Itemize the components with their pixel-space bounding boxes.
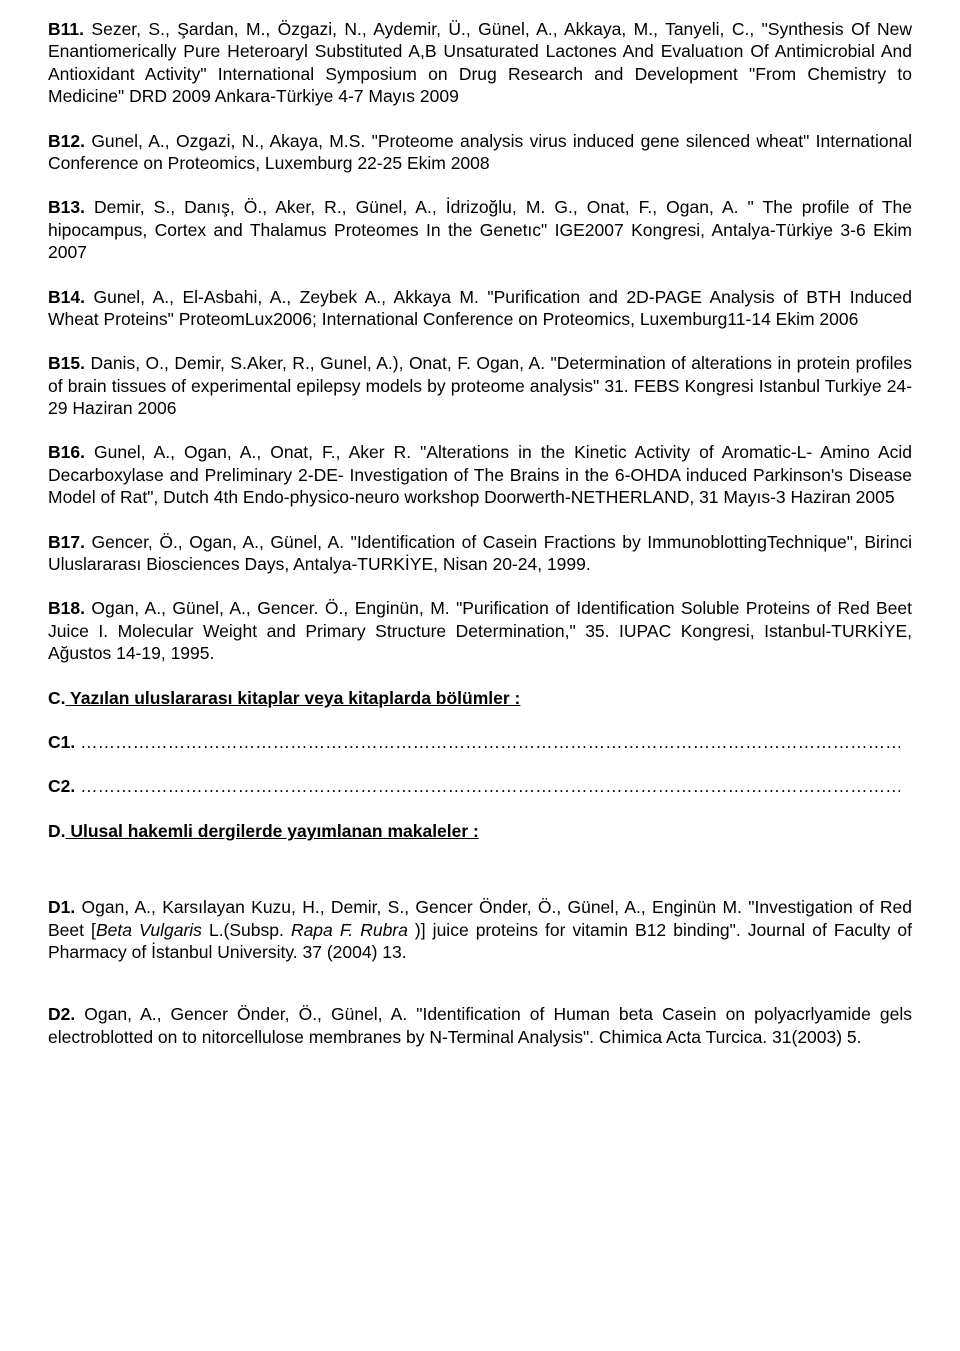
entry-b15: B15. Danis, O., Demir, S.Aker, R., Gunel… (48, 352, 912, 419)
entry-b18: B18. Ogan, A., Günel, A., Gencer. Ö., En… (48, 597, 912, 664)
entry-d2-label: D2. (48, 1004, 75, 1024)
entry-b13-text: Demir, S., Danış, Ö., Aker, R., Günel, A… (48, 197, 912, 262)
entry-b14-label: B14. (48, 287, 85, 307)
entry-b18-label: B18. (48, 598, 85, 618)
entry-b17: B17. Gencer, Ö., Ogan, A., Günel, A. "Id… (48, 531, 912, 576)
entry-b11: B11. Sezer, S., Şardan, M., Özgazi, N., … (48, 18, 912, 108)
entry-b16: B16. Gunel, A., Ogan, A., Onat, F., Aker… (48, 441, 912, 508)
entry-b12-text: Gunel, A., Ozgazi, N., Akaya, M.S. "Prot… (48, 131, 912, 173)
entry-b13: B13. Demir, S., Danış, Ö., Aker, R., Gün… (48, 196, 912, 263)
entry-d1-label: D1. (48, 897, 75, 917)
entry-d1-i3: Rubra (360, 920, 408, 940)
entry-b14: B14. Gunel, A., El-Asbahi, A., Zeybek A.… (48, 286, 912, 331)
entry-d2-text: Ogan, A., Gencer Önder, Ö., Günel, A. "I… (48, 1004, 912, 1046)
entry-b17-text: Gencer, Ö., Ogan, A., Günel, A. "Identif… (48, 532, 912, 574)
section-c-heading: C. Yazılan uluslararası kitaplar veya ki… (48, 687, 912, 709)
entry-c1-dots: …………………………………………………………………………………………………………… (80, 731, 900, 753)
entry-b12: B12. Gunel, A., Ozgazi, N., Akaya, M.S. … (48, 130, 912, 175)
section-c-label: C. (48, 688, 66, 708)
entry-d1-i1: Beta Vulgaris (96, 920, 202, 940)
entry-d1-i2: Rapa F. (291, 920, 353, 940)
entry-b13-label: B13. (48, 197, 85, 217)
section-d-heading: D. Ulusal hakemli dergilerde yayımlanan … (48, 820, 912, 842)
entry-c1: C1. ………………………………………………………………………………………………… (48, 731, 912, 753)
entry-c2-dots: …………………………………………………………………………………………………………… (80, 775, 900, 797)
entry-d1-p2: L.(Subsp. (202, 920, 291, 940)
section-d-label: D. (48, 821, 66, 841)
section-c-title: Yazılan uluslararası kitaplar veya kitap… (66, 688, 521, 708)
entry-b11-label: B11. (48, 19, 84, 39)
entry-b11-text: Sezer, S., Şardan, M., Özgazi, N., Aydem… (48, 19, 912, 106)
entry-c2: C2. ………………………………………………………………………………………………… (48, 775, 912, 797)
entry-d1: D1. Ogan, A., Karsılayan Kuzu, H., Demir… (48, 896, 912, 963)
entry-c1-label: C1. (48, 732, 75, 752)
section-d-title: Ulusal hakemli dergilerde yayımlanan mak… (66, 821, 479, 841)
entry-b17-label: B17. (48, 532, 85, 552)
entry-b16-text: Gunel, A., Ogan, A., Onat, F., Aker R. "… (48, 442, 912, 507)
entry-b12-label: B12. (48, 131, 85, 151)
entry-d2: D2. Ogan, A., Gencer Önder, Ö., Günel, A… (48, 1003, 912, 1048)
entry-b14-text: Gunel, A., El-Asbahi, A., Zeybek A., Akk… (48, 287, 912, 329)
entry-b18-text: Ogan, A., Günel, A., Gencer. Ö., Enginün… (48, 598, 912, 663)
entry-b16-label: B16. (48, 442, 85, 462)
entry-b15-text: Danis, O., Demir, S.Aker, R., Gunel, A.)… (48, 353, 912, 418)
entry-c2-label: C2. (48, 776, 75, 796)
entry-b15-label: B15. (48, 353, 85, 373)
